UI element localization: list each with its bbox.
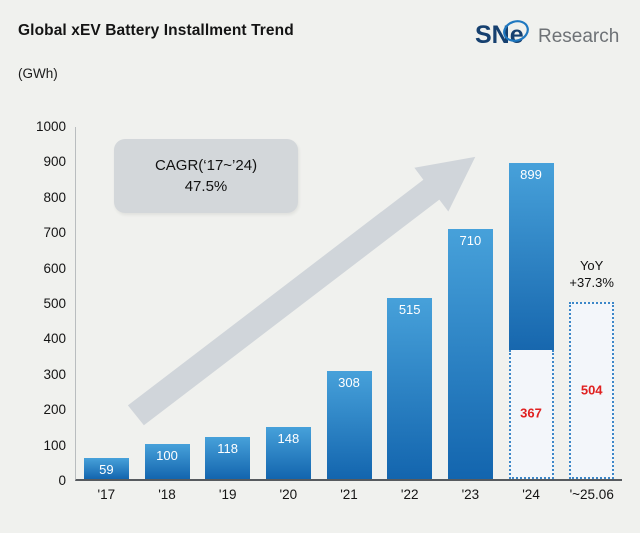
bar-solid: 515 (387, 297, 433, 479)
bar-value-label: 100 (156, 447, 178, 463)
bar-slot: 504 '~25.06 (561, 127, 622, 502)
bar-split: 899 367 (508, 162, 554, 479)
bar-value-label: 148 (277, 430, 300, 446)
x-axis-label: '22 (400, 487, 419, 502)
trend-arrow-icon (127, 156, 476, 426)
logo-sne-text: SNe (475, 21, 524, 49)
bar-solid: 59 (83, 458, 129, 479)
x-axis-label: '17 (97, 487, 116, 502)
bar-slot: 118 '19 (197, 127, 258, 502)
yoy-label: YoY +37.3% (561, 258, 622, 292)
page-title: Global xEV Battery Installment Trend (18, 22, 294, 39)
y-tick-label: 1000 (35, 119, 66, 134)
bar-segment-solid: 899 (508, 162, 554, 350)
x-axis-label: '20 (279, 487, 298, 502)
yoy-label-line1: YoY (579, 257, 604, 273)
y-tick-label: 800 (43, 189, 66, 205)
bar-slot: 148 '20 (258, 127, 319, 502)
bar-split-label: 367 (520, 405, 542, 421)
bar-value-label: 515 (398, 301, 421, 317)
logo-research-text: Research (538, 26, 619, 47)
bar-slot: 899 367 '24 (501, 127, 562, 502)
bar-solid: 148 (265, 426, 311, 479)
bar-value-label: 504 (580, 382, 603, 398)
bar-solid: 308 (326, 370, 372, 479)
x-axis-label: '24 (522, 487, 540, 502)
y-tick-label: 200 (43, 402, 66, 418)
y-tick-label: 900 (43, 154, 66, 170)
y-tick-label: 400 (43, 331, 66, 347)
y-axis-unit-label: (GWh) (18, 66, 58, 81)
y-tick-label: 600 (43, 260, 66, 276)
bar-slot: 59 '17 (76, 127, 137, 502)
bar-value-label: 59 (99, 462, 114, 478)
bar-value-label: 118 (217, 441, 239, 457)
y-tick-label: 300 (43, 366, 66, 382)
x-axis-label: '23 (461, 487, 480, 502)
bar-dashed: 504 (569, 301, 615, 479)
x-axis-label: '19 (218, 487, 237, 502)
x-axis-label: '18 (158, 487, 176, 502)
bars-row: 59 '17 100 '18 118 '19 148 '20 308 '21 515 '22 710 '2… (76, 127, 622, 502)
bar-solid: 100 (144, 443, 190, 479)
bar-solid: 710 (447, 229, 493, 479)
bar-value-label: 899 (520, 166, 542, 182)
y-tick-label: 700 (43, 225, 66, 241)
bar-solid: 118 (205, 437, 251, 479)
bar-segment-dashed: 367 (508, 349, 554, 479)
y-axis: 0 100 200 300 400 500 600 700 800 900 1000 (0, 119, 66, 488)
x-axis-label: '21 (340, 487, 358, 502)
cagr-annotation-box: CAGR(‘17~’24) 47.5% (114, 139, 298, 213)
bar-value-label: 308 (338, 374, 360, 390)
bar-slot: 515 '22 (379, 127, 440, 502)
cagr-label-line1: CAGR(‘17~’24) (154, 157, 258, 174)
y-tick-label: 500 (43, 296, 66, 311)
y-tick-label: 0 (58, 473, 66, 488)
logo-orbit-icon (503, 20, 529, 42)
plot-area: CAGR(‘17~’24) 47.5% 59 '17 100 '18 118 '19 148… (75, 127, 622, 502)
yoy-label-line2: +37.3% (569, 274, 614, 290)
x-axis-label: '~25.06 (569, 487, 614, 502)
sne-research-logo: SNe Research (475, 20, 619, 49)
bar-slot: 710 '23 (440, 127, 501, 502)
bar-value-label: 710 (459, 233, 482, 249)
bar-slot: 100 '18 (137, 127, 198, 502)
bar-slot: 308 '21 (319, 127, 380, 502)
y-tick-label: 100 (43, 437, 66, 453)
cagr-label-line2: 47.5% (184, 178, 228, 195)
